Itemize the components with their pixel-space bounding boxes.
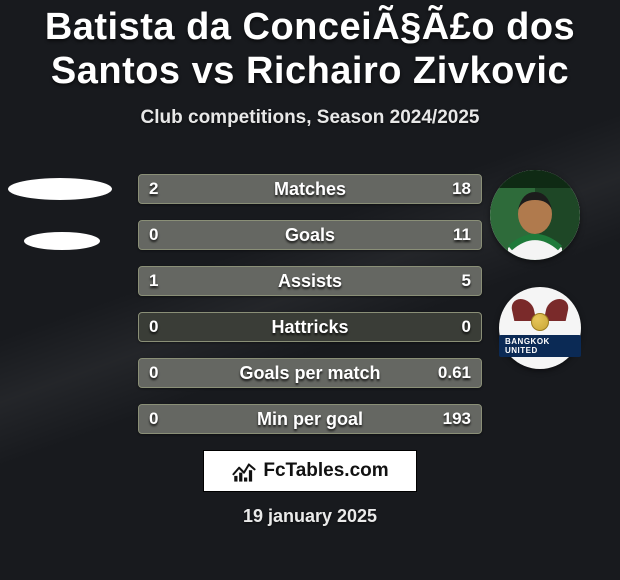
brand-box: FcTables.com — [203, 450, 417, 492]
stat-value-left: 0 — [139, 359, 168, 387]
crest-ball-icon — [531, 313, 549, 331]
stat-row: 0193Min per goal — [138, 404, 482, 434]
stat-value-right: 0.61 — [428, 359, 481, 387]
stat-row: 011Goals — [138, 220, 482, 250]
stat-value-right: 5 — [452, 267, 481, 295]
stat-value-left: 0 — [139, 221, 168, 249]
crest-label: BANGKOK UNITED — [499, 335, 581, 357]
stat-fill-right — [139, 221, 481, 249]
stat-row: 218Matches — [138, 174, 482, 204]
stat-value-left: 0 — [139, 313, 168, 341]
page-title: Batista da ConceiÃ§Ã£o dos Santos vs Ric… — [0, 0, 620, 93]
stat-value-right: 11 — [443, 221, 481, 249]
stat-value-right: 0 — [452, 313, 481, 341]
stat-row: 00.61Goals per match — [138, 358, 482, 388]
stat-value-left: 1 — [139, 267, 168, 295]
stat-value-right: 193 — [433, 405, 481, 433]
stat-value-right: 18 — [442, 175, 481, 203]
date-label: 19 january 2025 — [0, 506, 620, 527]
stat-value-left: 2 — [139, 175, 168, 203]
player-right-crest: BANGKOK UNITED — [499, 287, 581, 369]
player-left-shape — [8, 178, 112, 200]
player-left-shape — [24, 232, 100, 250]
stat-label: Hattricks — [139, 313, 481, 341]
subtitle: Club competitions, Season 2024/2025 — [0, 107, 620, 129]
stat-fill-right — [139, 405, 481, 433]
stat-row: 0 0Hattricks — [138, 312, 482, 342]
stat-fill-right — [173, 175, 481, 203]
stat-row: 15Assists — [138, 266, 482, 296]
chart-icon — [231, 458, 257, 484]
stat-value-left: 0 — [139, 405, 168, 433]
brand-label: FcTables.com — [263, 460, 388, 482]
stat-fill-right — [196, 267, 481, 295]
stats-table: 218Matches011Goals15Assists00Hattricks00… — [138, 174, 482, 450]
player-right-avatar — [490, 170, 580, 260]
